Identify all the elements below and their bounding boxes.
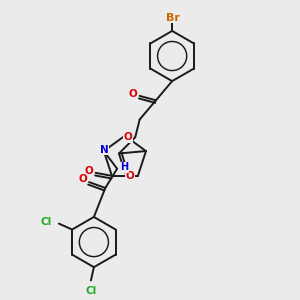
- Text: Br: Br: [166, 13, 180, 22]
- Text: Cl: Cl: [40, 217, 52, 227]
- Text: O: O: [124, 132, 132, 142]
- Text: O: O: [129, 89, 137, 99]
- Text: Cl: Cl: [85, 286, 97, 296]
- Text: O: O: [126, 171, 135, 181]
- Text: H: H: [120, 162, 129, 172]
- Text: N: N: [100, 145, 109, 154]
- Text: O: O: [85, 167, 94, 176]
- Text: O: O: [78, 174, 87, 184]
